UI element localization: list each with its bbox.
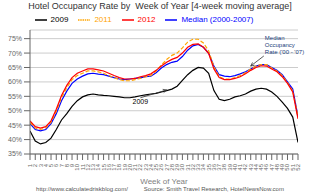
svg-text:18: 18 <box>116 164 123 171</box>
svg-text:49: 49 <box>279 164 286 171</box>
svg-text:34: 34 <box>200 164 207 171</box>
svg-text:60%: 60% <box>8 78 22 85</box>
svg-text:40%: 40% <box>8 136 22 143</box>
svg-text:9: 9 <box>69 164 75 168</box>
svg-text:47: 47 <box>268 164 275 171</box>
svg-text:45: 45 <box>258 164 265 171</box>
html-text:2011: 2011 <box>94 15 112 25</box>
svg-text:46: 46 <box>263 164 270 171</box>
svg-text:6: 6 <box>53 164 60 168</box>
svg-text:48: 48 <box>274 164 280 171</box>
svg-text:37: 37 <box>216 164 223 171</box>
svg-text:43: 43 <box>247 164 254 171</box>
svg-text:22: 22 <box>137 164 144 171</box>
svg-text:24: 24 <box>147 164 154 171</box>
svg-text:75%: 75% <box>8 35 22 42</box>
svg-text:33: 33 <box>195 164 202 171</box>
svg-text:31: 31 <box>184 164 191 171</box>
svg-text:11: 11 <box>79 164 86 171</box>
svg-text:13: 13 <box>90 164 97 171</box>
svg-text:21: 21 <box>132 164 139 171</box>
svg-text:2: 2 <box>32 164 39 168</box>
svg-text:26: 26 <box>158 164 165 171</box>
svg-text:7: 7 <box>58 164 65 168</box>
svg-text:29: 29 <box>174 164 181 171</box>
svg-text:30: 30 <box>179 164 186 171</box>
html-text:Hotel Occupancy Rate by Week o: Hotel Occupancy Rate by Week of Year [4-… <box>28 1 292 11</box>
svg-text:52: 52 <box>295 163 301 170</box>
svg-text:27: 27 <box>163 164 170 171</box>
svg-text:19: 19 <box>121 164 128 171</box>
svg-text:41: 41 <box>237 164 244 171</box>
svg-text:32: 32 <box>189 164 196 171</box>
svg-text:8: 8 <box>63 164 70 168</box>
svg-text:17: 17 <box>111 164 118 171</box>
html-text:http://www.calculatedriskblog.: http://www.calculatedriskblog.com/ <box>36 186 128 192</box>
svg-text:35%: 35% <box>8 150 22 157</box>
svg-text:50%: 50% <box>8 107 22 114</box>
html-text:Median (2000-2007): Median (2000-2007) <box>181 15 254 25</box>
svg-text:45%: 45% <box>8 122 22 129</box>
svg-text:15: 15 <box>100 164 107 171</box>
html-text:Source: Smith Travel Research,: Source: Smith Travel Research, HotelNews… <box>143 186 284 192</box>
svg-text:2009: 2009 <box>133 98 149 105</box>
svg-text:70%: 70% <box>8 50 22 57</box>
svg-text:Week of Year: Week of Year <box>140 177 188 184</box>
svg-text:12: 12 <box>84 164 91 171</box>
svg-text:MedianOccupancyRate ('00 - '07: MedianOccupancyRate ('00 - '07) <box>265 35 304 55</box>
svg-text:36: 36 <box>210 164 217 171</box>
svg-text:20: 20 <box>126 164 133 171</box>
svg-text:65%: 65% <box>8 64 22 71</box>
svg-text:10: 10 <box>74 164 81 171</box>
svg-text:1: 1 <box>27 164 33 168</box>
svg-text:14: 14 <box>95 164 102 171</box>
svg-text:23: 23 <box>142 164 149 171</box>
svg-text:3: 3 <box>37 164 44 168</box>
svg-text:44: 44 <box>253 164 259 171</box>
svg-text:38: 38 <box>221 164 228 171</box>
svg-text:51: 51 <box>289 164 296 171</box>
svg-text:39: 39 <box>226 164 233 171</box>
svg-text:55%: 55% <box>8 93 22 100</box>
svg-text:25: 25 <box>153 164 160 171</box>
svg-text:16: 16 <box>105 164 112 171</box>
html-text:2009: 2009 <box>50 15 69 25</box>
svg-text:28: 28 <box>168 164 175 171</box>
svg-text:40: 40 <box>231 164 238 171</box>
html-text:2012: 2012 <box>137 15 156 25</box>
svg-text:35: 35 <box>205 164 212 171</box>
svg-text:50: 50 <box>284 164 291 171</box>
svg-text:4: 4 <box>42 164 49 168</box>
svg-text:5: 5 <box>48 164 54 168</box>
svg-text:42: 42 <box>242 164 249 171</box>
